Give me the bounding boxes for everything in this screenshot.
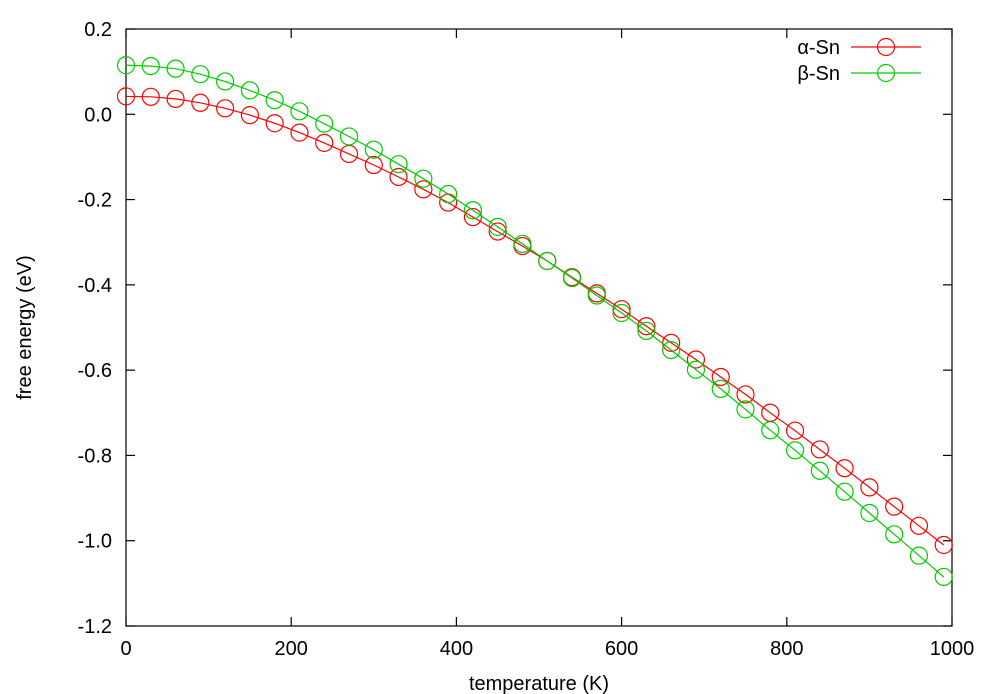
series-line-1 xyxy=(125,64,945,578)
series-1-point xyxy=(389,155,408,174)
series-0-point xyxy=(810,440,829,459)
x-axis-label: temperature (K) xyxy=(469,673,609,694)
series-0-point xyxy=(191,93,210,112)
series-1-point xyxy=(810,461,829,480)
series-0-point xyxy=(166,89,185,109)
series-1-point xyxy=(116,56,136,75)
series-1-point xyxy=(141,56,160,76)
y-tick-label: -1.0 xyxy=(78,531,112,553)
x-tick-label: 400 xyxy=(440,638,473,660)
series-1-point xyxy=(364,140,383,159)
series-1-point xyxy=(934,567,953,587)
series-0-point xyxy=(488,222,507,241)
series-0-point xyxy=(240,106,259,125)
series-0-point xyxy=(835,459,854,478)
series-1-point xyxy=(488,217,507,236)
series-0-point xyxy=(141,87,160,106)
series-0-point xyxy=(711,367,730,387)
series-1-point xyxy=(612,303,631,323)
series-1-point xyxy=(562,268,582,288)
x-tick-label: 200 xyxy=(275,638,308,660)
series-line-0 xyxy=(125,95,945,546)
series-0-point xyxy=(414,180,433,199)
series-1-point xyxy=(513,234,532,254)
plot-frame xyxy=(125,28,953,627)
legend: α-Sn β-Sn xyxy=(797,37,921,85)
series-layer xyxy=(116,56,953,587)
series-0-point xyxy=(364,155,383,175)
series-1-point xyxy=(587,286,606,305)
series-0-point xyxy=(265,114,284,133)
series-0-point xyxy=(885,497,904,516)
x-axis-ticks: 0 200 400 600 800 1000 xyxy=(120,29,974,660)
series-0-point xyxy=(934,535,953,555)
series-1-point xyxy=(290,102,309,121)
series-1-point xyxy=(191,65,210,84)
series-1-point xyxy=(216,72,235,91)
series-0-point xyxy=(463,207,483,227)
series-0-point xyxy=(290,123,309,142)
series-0-point xyxy=(216,99,235,118)
series-1-point xyxy=(835,482,854,501)
series-1-point xyxy=(538,251,557,271)
y-tick-label: -0.6 xyxy=(78,360,112,382)
series-1-point xyxy=(414,169,433,188)
series-0-point xyxy=(909,516,929,535)
series-0-point xyxy=(389,167,408,187)
series-1-point xyxy=(265,91,284,110)
y-tick-label: -0.4 xyxy=(78,275,112,297)
legend-swatch-marker xyxy=(876,63,896,83)
x-tick-label: 600 xyxy=(605,638,638,660)
series-0-point xyxy=(315,133,334,152)
series-1-point xyxy=(240,81,259,100)
series-0-point xyxy=(736,385,755,404)
series-1-point xyxy=(686,360,706,379)
series-0-point xyxy=(785,421,805,440)
y-axis-ticks: 0.2 0.0 -0.2 -0.4 -0.6 -0.8 -1.0 -1.2 xyxy=(78,19,952,638)
y-tick-label: -0.8 xyxy=(78,445,112,467)
x-tick-label: 0 xyxy=(120,638,131,660)
series-1-point xyxy=(860,503,879,523)
legend-label: β-Sn xyxy=(797,63,840,85)
series-1-point xyxy=(166,59,185,78)
legend-swatch-marker xyxy=(876,37,896,57)
series-1-point xyxy=(463,201,483,220)
series-1-point xyxy=(909,546,929,565)
series-1-point xyxy=(785,441,805,460)
series-1-point xyxy=(761,421,780,440)
series-1-point xyxy=(315,114,334,133)
series-0-point xyxy=(637,317,656,336)
y-tick-label: 0.0 xyxy=(84,104,112,126)
series-0-point xyxy=(116,87,136,106)
series-1-point xyxy=(662,341,681,360)
series-0-point xyxy=(612,300,631,319)
series-1-point xyxy=(637,321,656,341)
y-tick-label: -1.2 xyxy=(78,616,112,638)
x-tick-label: 1000 xyxy=(930,638,975,660)
series-0-point xyxy=(686,350,706,369)
legend-label: α-Sn xyxy=(797,37,840,59)
x-tick-label: 800 xyxy=(770,638,803,660)
series-0-point xyxy=(860,478,879,497)
series-1-point xyxy=(885,525,904,544)
series-1-point xyxy=(736,400,755,419)
series-1-point xyxy=(439,184,458,204)
y-axis-label: free energy (eV) xyxy=(14,255,36,400)
y-tick-label: 0.2 xyxy=(84,19,112,41)
series-1-point xyxy=(711,379,730,399)
series-1-point xyxy=(339,127,359,146)
y-tick-label: -0.2 xyxy=(78,190,112,212)
